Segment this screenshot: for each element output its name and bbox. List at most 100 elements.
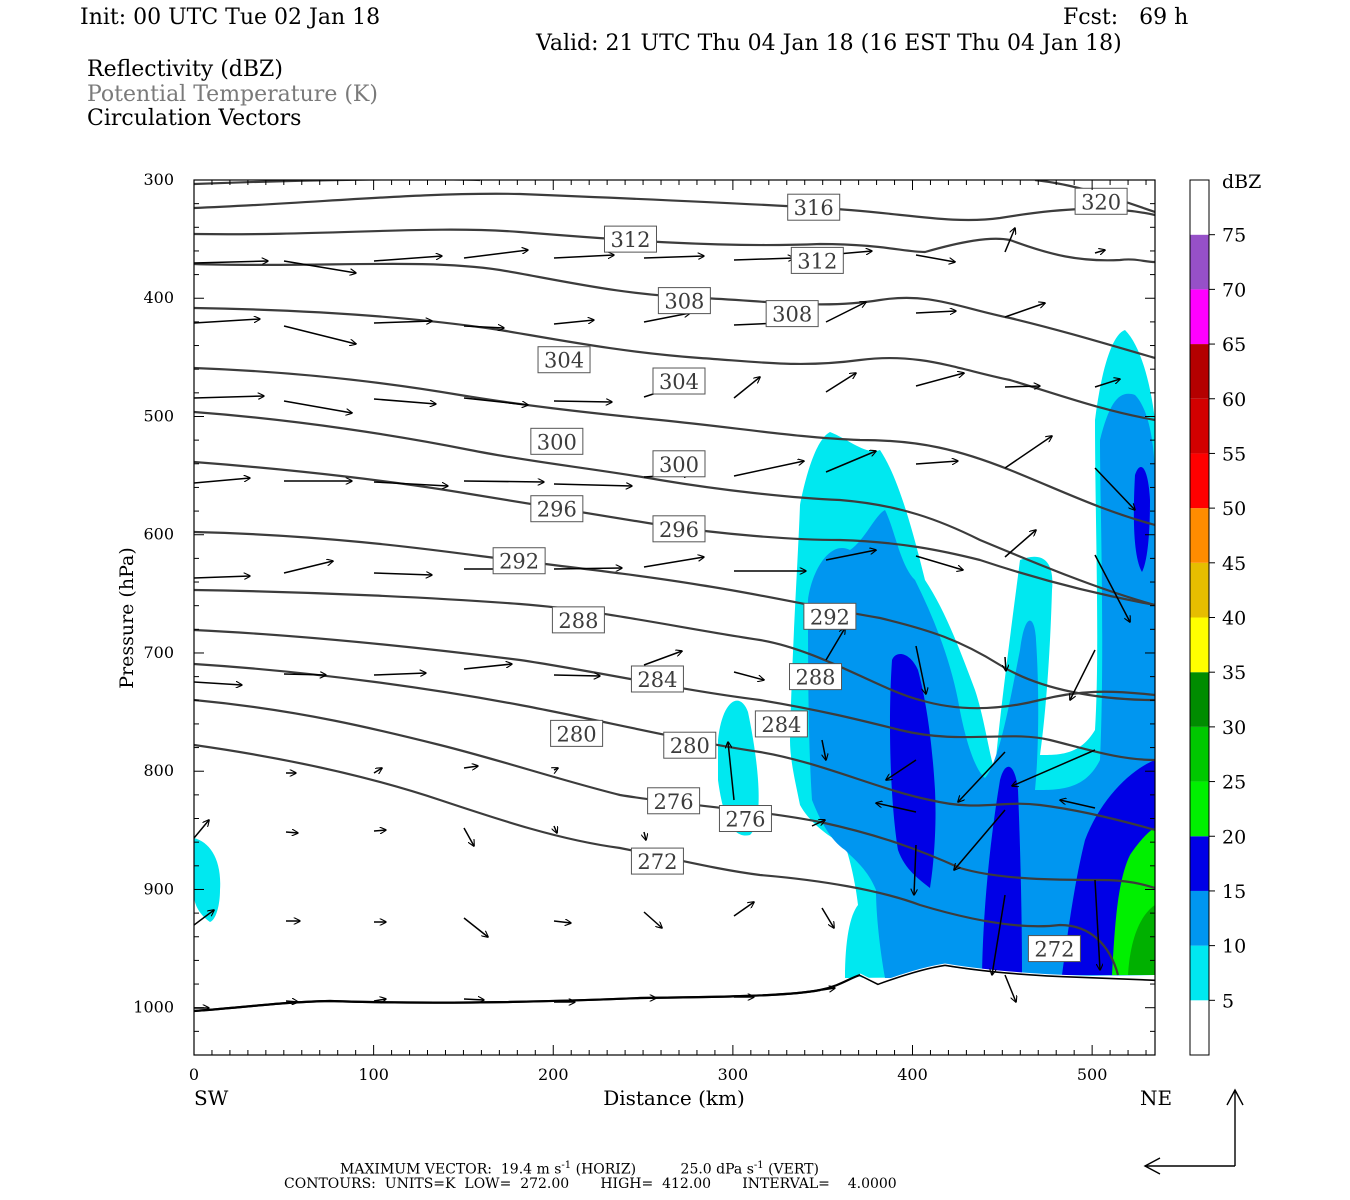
colorbar-swatch xyxy=(1190,781,1209,837)
circulation-vector xyxy=(1094,250,1105,253)
circulation-vector xyxy=(954,809,1006,870)
circulation-vector xyxy=(1004,303,1045,318)
refl-15-core4 xyxy=(1133,467,1150,572)
circulation-vector xyxy=(825,373,856,393)
colorbar-swatch xyxy=(1190,453,1209,509)
circulation-vector xyxy=(643,651,682,666)
field-reflectivity: Reflectivity (dBZ) xyxy=(87,57,283,82)
y-tick-label: 900 xyxy=(143,879,174,898)
circulation-vector xyxy=(958,751,1006,802)
circulation-vector xyxy=(283,325,356,344)
colorbar-swatch xyxy=(1190,617,1209,673)
colorbar-level: 15 xyxy=(1222,881,1246,903)
theta-label-text: 272 xyxy=(1034,938,1074,962)
x-axis-label: Distance (km) xyxy=(603,1086,745,1110)
colorbar-level: 5 xyxy=(1222,990,1234,1012)
theta-label: 320 xyxy=(1074,187,1128,215)
theta-contour-line xyxy=(194,588,1155,710)
refl-5-left xyxy=(194,838,221,922)
colorbar-level: 45 xyxy=(1222,553,1246,575)
circulation-vector xyxy=(373,481,448,486)
circulation-vector xyxy=(463,999,484,1000)
theta-label: 312 xyxy=(603,225,657,253)
refl-25 xyxy=(1128,905,1155,975)
circulation-vector xyxy=(915,555,963,570)
circulation-vector xyxy=(283,561,333,574)
circulation-vector xyxy=(553,320,594,325)
circulation-vector xyxy=(644,831,646,840)
circulation-vector xyxy=(194,682,242,685)
circulation-vector xyxy=(283,260,356,273)
colorbar-level: 25 xyxy=(1222,772,1246,794)
theta-label-text: 292 xyxy=(499,550,539,574)
circulation-vector xyxy=(373,256,442,262)
theta-label: 284 xyxy=(630,665,684,693)
theta-label: 304 xyxy=(537,346,591,374)
theta-contour-line xyxy=(194,628,1155,762)
circulation-vector xyxy=(825,628,845,661)
theta-label-text: 276 xyxy=(725,808,765,832)
refl-5-small xyxy=(718,700,759,836)
theta-contour-line xyxy=(194,366,1155,527)
theta-label-text: 284 xyxy=(637,668,677,692)
x-tick-label: 100 xyxy=(358,1065,389,1084)
circulation-vector xyxy=(283,674,326,675)
circulation-vector xyxy=(1005,656,1006,671)
colorbar-level: 40 xyxy=(1222,608,1246,630)
circulation-vector xyxy=(1094,879,1100,970)
circulation-vector xyxy=(553,255,614,258)
circulation-vector xyxy=(1094,467,1135,510)
circulation-vector xyxy=(728,742,735,801)
theta-label-text: 284 xyxy=(761,713,801,737)
circulation-vector xyxy=(463,766,478,768)
axis-ticks xyxy=(193,179,1155,1056)
circulation-vector xyxy=(1012,749,1096,786)
colorbar-swatch xyxy=(1190,1000,1209,1055)
circulation-vector xyxy=(373,999,386,1001)
colorbar-level: 60 xyxy=(1222,389,1246,411)
refl-10-main xyxy=(808,393,1155,978)
colorbar-level: 20 xyxy=(1222,826,1246,848)
circulation-vector xyxy=(554,825,557,833)
circulation-vector xyxy=(463,397,528,405)
theta-label-text: 304 xyxy=(544,349,584,373)
ground-line-white xyxy=(859,963,1155,984)
circulation-vector xyxy=(733,258,794,260)
circulation-vector xyxy=(876,803,917,813)
circulation-vector xyxy=(285,1001,298,1002)
theta-contour-line xyxy=(194,306,1155,422)
circulation-vector xyxy=(463,827,474,846)
colorbar-swatch xyxy=(1190,180,1209,235)
circulation-vector xyxy=(733,377,760,399)
x-tick-label: 500 xyxy=(1077,1065,1108,1084)
circulation-vector xyxy=(992,894,1006,975)
circulation-vector xyxy=(463,664,512,670)
circulation-vector xyxy=(463,326,504,328)
theta-label-text: 296 xyxy=(537,498,577,522)
theta-label: 312 xyxy=(790,246,844,274)
circulation-vector xyxy=(1004,974,1016,1002)
circulation-vector xyxy=(373,573,432,575)
circulation-vector xyxy=(733,902,754,917)
max-vector-note: MAXIMUM VECTOR: 19.4 m s-1 (HORIZ) 25.0 … xyxy=(340,1160,819,1178)
field-vectors: Circulation Vectors xyxy=(87,106,302,131)
theta-label-text: 312 xyxy=(797,249,837,273)
colorbar-swatch xyxy=(1190,508,1209,563)
circulation-vector xyxy=(553,484,632,486)
theta-contour-line xyxy=(194,410,1155,607)
ground-line xyxy=(194,963,1155,1013)
reference-vector xyxy=(1143,1088,1244,1175)
theta-labels: 320 316 312 312 308 308 304 304 300 300 296 296 292 2… xyxy=(492,187,1128,963)
y-tick-label: 700 xyxy=(143,643,174,662)
colorbar-level: 70 xyxy=(1222,279,1246,301)
colorbar-swatch xyxy=(1190,890,1209,946)
theta-label-text: 272 xyxy=(637,850,677,874)
circulation-vector xyxy=(914,844,916,895)
circulation-vector xyxy=(1004,530,1036,558)
circulation-vector xyxy=(373,830,386,831)
terrain-mask xyxy=(194,966,1155,1055)
theta-label-text: 276 xyxy=(654,790,694,814)
colorbar-level: 35 xyxy=(1222,662,1246,684)
field-theta: Potential Temperature (K) xyxy=(87,82,378,107)
theta-label-text: 300 xyxy=(659,453,699,477)
